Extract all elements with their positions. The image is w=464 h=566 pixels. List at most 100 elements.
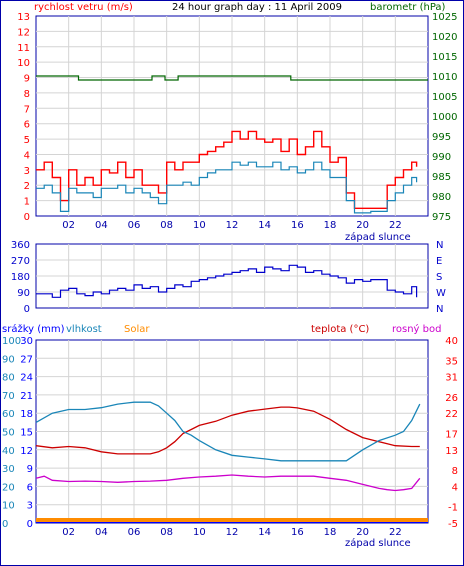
p3-ytick-rain-0: 0	[27, 519, 33, 530]
series-dewpoint	[35, 474, 421, 492]
p1-ytick-left-11: 11	[17, 43, 30, 54]
p1-sunset-label: západ slunce	[345, 231, 411, 243]
p1-ytick-right-1015: 1015	[432, 52, 457, 63]
p3-ytick-rain-18: 18	[20, 409, 33, 420]
p3-ytick-rain-30: 30	[20, 336, 33, 347]
p3-ytick-humidity-50: 50	[2, 428, 15, 439]
p3-ytick-temp-13: 13	[445, 446, 458, 457]
p1-ytick-left-0: 0	[24, 212, 30, 223]
p1-xtick-10: 10	[193, 220, 206, 231]
p3-ytick-humidity-100: 100	[2, 336, 21, 347]
p3-ytick-rain-21: 21	[20, 391, 33, 402]
p3-ytick-humidity-70: 70	[2, 391, 15, 402]
p1-ytick-left-10: 10	[17, 58, 30, 69]
p3-ytick-humidity-80: 80	[2, 373, 15, 384]
p3-ytick-humidity-60: 60	[2, 409, 15, 420]
legend-humidity: vlhkost	[66, 324, 102, 335]
p3-ytick-temp-22: 22	[445, 409, 458, 420]
p1-ytick-left-2: 2	[24, 181, 30, 192]
p1-ytick-right-985: 985	[432, 172, 451, 183]
p3-ytick-rain-3: 3	[27, 501, 33, 512]
p1-ytick-right-1020: 1020	[432, 32, 457, 43]
p3-xtick-02: 02	[62, 527, 75, 538]
p3-ytick-temp-4: 4	[452, 482, 458, 493]
p2-ytick-right-0: N	[436, 304, 443, 315]
p2-ytick-left-0: 0	[24, 304, 30, 315]
p3-ytick-rain-24: 24	[20, 373, 33, 384]
p3-ytick-temp--1: -1	[448, 503, 458, 514]
p1-ytick-right-990: 990	[432, 152, 451, 163]
p3-ytick-humidity-90: 90	[2, 354, 15, 365]
p1-xtick-14: 14	[258, 220, 271, 231]
p1-xtick-02: 02	[62, 220, 75, 231]
p1-ytick-left-3: 3	[24, 166, 30, 177]
p1-ytick-left-5: 5	[24, 135, 30, 146]
p1-ytick-right-995: 995	[432, 132, 451, 143]
p3-sunset-label: západ slunce	[345, 537, 411, 549]
p1-xtick-12: 12	[226, 220, 239, 231]
p1-ytick-right-980: 980	[432, 192, 451, 203]
p3-xtick-04: 04	[95, 527, 108, 538]
p1-ytick-left-6: 6	[24, 120, 30, 131]
p3-ytick-temp-17: 17	[445, 430, 458, 441]
p3-ytick-rain-9: 9	[27, 464, 33, 475]
p1-ytick-right-1010: 1010	[432, 72, 457, 83]
p1-xtick-08: 08	[160, 220, 173, 231]
p2-ytick-right-1: W	[436, 288, 446, 299]
p3-xtick-16: 16	[291, 527, 304, 538]
p3-ytick-humidity-0: 0	[2, 519, 8, 530]
p1-xtick-06: 06	[128, 220, 141, 231]
p3-ytick-temp-26: 26	[445, 393, 458, 404]
p3-xtick-14: 14	[258, 527, 271, 538]
p3-ytick-humidity-30: 30	[2, 464, 15, 475]
p3-ytick-humidity-40: 40	[2, 446, 15, 457]
p1-xtick-20: 20	[356, 220, 369, 231]
p1-ytick-right-1025: 1025	[432, 12, 457, 23]
p3-ytick-rain-27: 27	[20, 354, 33, 365]
p3-xtick-08: 08	[160, 527, 173, 538]
p1-ytick-left-9: 9	[24, 74, 30, 85]
p1-ytick-left-4: 4	[24, 150, 30, 161]
p1-xtick-16: 16	[291, 220, 304, 231]
p1-ytick-right-1005: 1005	[432, 92, 457, 103]
p2-ytick-right-4: N	[436, 240, 443, 251]
legend-rain: srážky (mm)	[2, 323, 65, 335]
p3-ytick-rain-15: 15	[20, 428, 33, 439]
series-solar	[36, 518, 428, 523]
p2-ytick-right-3: E	[436, 256, 442, 267]
series-temperature	[35, 406, 420, 455]
legend-solar: Solar	[124, 324, 150, 335]
chart-title: 24 hour graph day : 11 April 2009	[172, 2, 342, 13]
p1-ytick-left-8: 8	[24, 89, 30, 100]
p3-ytick-rain-6: 6	[27, 482, 33, 493]
p1-ytick-left-7: 7	[24, 104, 30, 115]
series-wind_avg	[36, 161, 418, 214]
p3-ytick-temp-40: 40	[445, 336, 458, 347]
p3-xtick-10: 10	[193, 527, 206, 538]
series-wind_gust	[36, 130, 418, 209]
p3-ytick-temp--5: -5	[448, 519, 458, 530]
p3-ytick-temp-31: 31	[445, 373, 458, 384]
p1-ytick-left-12: 12	[17, 27, 30, 38]
p1-ytick-right-975: 975	[432, 212, 451, 223]
p3-ytick-humidity-10: 10	[2, 501, 15, 512]
series-pressure	[36, 75, 428, 81]
series-wind_direction	[36, 264, 418, 298]
p3-xtick-12: 12	[226, 527, 239, 538]
p2-ytick-left-360: 360	[11, 240, 30, 251]
p1-xtick-04: 04	[95, 220, 108, 231]
barometer-axis-label: barometr (hPa)	[370, 2, 446, 13]
p3-ytick-temp-8: 8	[452, 466, 458, 477]
legend-temperature: teplota (°C)	[311, 324, 369, 335]
p3-xtick-18: 18	[324, 527, 337, 538]
temp-humidity-panel: 0 10 20 30 40 50 60 70 80 90 100 0 3 6 9 12 15 18 21 24 27 30…	[2, 336, 458, 549]
p2-ytick-left-270: 270	[11, 256, 30, 267]
p3-ytick-temp-35: 35	[445, 356, 458, 367]
p1-ytick-left-13: 13	[17, 12, 30, 23]
p3-xtick-22: 22	[389, 527, 402, 538]
wind-speed-axis-label: rychlost vetru (m/s)	[34, 2, 133, 13]
wind-pressure-panel: 0123456789101112139759809859909951000100…	[17, 12, 457, 243]
